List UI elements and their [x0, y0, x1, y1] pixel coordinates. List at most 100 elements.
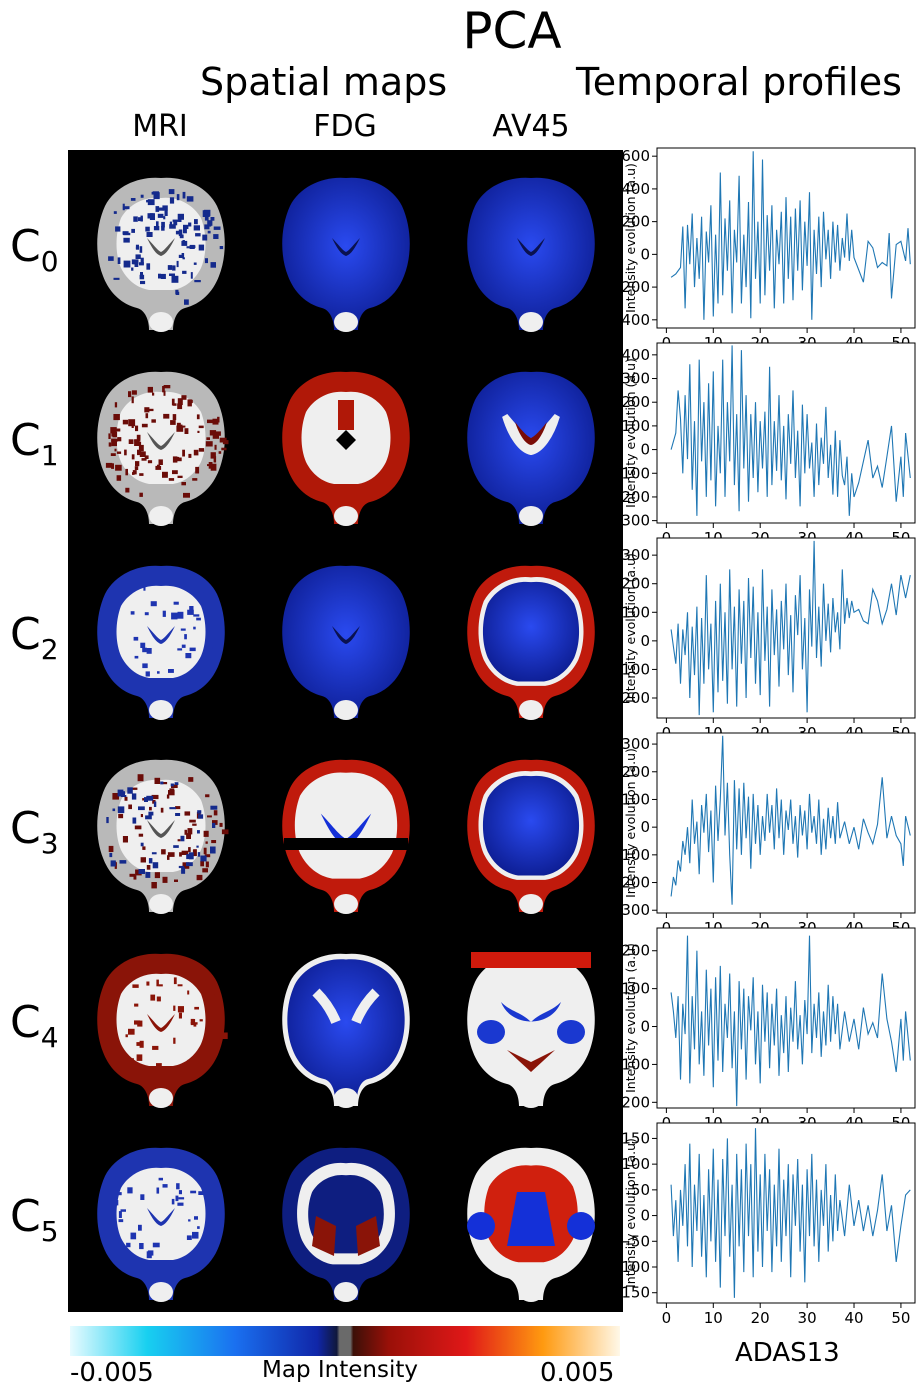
brain-map-c3-mri [97, 759, 229, 914]
y-axis-label: Intensity evolution (a.u) [623, 748, 638, 898]
y-tick-label: −100 [622, 464, 650, 482]
y-axis-label: Intensity evolution (a.u) [623, 358, 638, 508]
y-tick-label: −200 [622, 278, 650, 296]
plot-frame [656, 147, 916, 329]
brain-map-c0-mri [97, 177, 225, 332]
modality-header-mri: MRI [132, 109, 188, 144]
y-tick-label: −200 [622, 1093, 650, 1111]
temporal-profile-plots: −400−200020040060001020304050Intensity e… [622, 147, 916, 1325]
y-tick-label: 0 [640, 245, 650, 263]
y-axis-label: Intensity evolution (a.u) [623, 943, 638, 1093]
brain-map-c2-mri [97, 565, 225, 720]
y-tick-label: −200 [622, 488, 650, 506]
brain-map-c2-fdg [282, 565, 410, 720]
temporal-profile-c2: −200−100010020030001020304050Intensity e… [622, 537, 916, 742]
y-axis-label: Intensity evolution (a.u) [623, 1138, 638, 1288]
modality-header-fdg: FDG [313, 109, 377, 144]
x-tick-label: 20 [751, 1309, 770, 1325]
y-tick-label: −300 [622, 901, 650, 919]
brain-maps-svg [97, 177, 595, 1302]
modality-header-av45: AV45 [492, 109, 570, 144]
y-tick-label: 0 [640, 632, 650, 650]
y-tick-label: −100 [622, 846, 650, 864]
colorbar-max-label: 0.005 [540, 1358, 615, 1388]
brain-map-c5-av45 [467, 1147, 595, 1302]
y-tick-label: 300 [622, 370, 650, 388]
y-tick-label: −100 [622, 1258, 650, 1276]
y-tick-label: 300 [622, 735, 650, 753]
y-tick-label: 150 [622, 1129, 650, 1147]
profile-line-c4 [670, 935, 911, 1107]
temporal-profile-c5: −150−100−5005010015001020304050Intensity… [622, 1122, 916, 1325]
x-tick-label: 0 [662, 1309, 672, 1325]
y-tick-label: −150 [622, 1284, 650, 1302]
brain-map-c5-mri [97, 1147, 225, 1302]
brain-map-c0-fdg [282, 177, 410, 332]
x-tick-label: 30 [798, 1309, 817, 1325]
y-tick-label: 100 [622, 417, 650, 435]
y-tick-label: 300 [622, 546, 650, 564]
component-label-c2: C2 [10, 609, 59, 666]
brain-map-c1-fdg [282, 371, 410, 526]
profile-line-c5 [670, 1128, 911, 1298]
brain-map-c1-mri [97, 371, 229, 526]
y-tick-label: 0 [640, 1207, 650, 1225]
temporal-profile-c0: −400−200020040060001020304050Intensity e… [622, 147, 916, 352]
y-tick-label: 50 [631, 1181, 650, 1199]
brain-map-c4-mri [97, 953, 228, 1108]
y-tick-label: −200 [622, 874, 650, 892]
temporal-profile-c3: −300−200−100010020030001020304050Intensi… [622, 732, 916, 937]
profile-line-c2 [670, 540, 911, 716]
y-tick-label: 100 [622, 980, 650, 998]
colorbar-min-label: -0.005 [70, 1358, 154, 1388]
y-tick-label: 100 [622, 1155, 650, 1173]
colorbar-label: Map Intensity [262, 1357, 418, 1383]
spatial-maps-header: Spatial maps [200, 60, 448, 104]
y-tick-label: −200 [622, 689, 650, 707]
y-tick-label: 200 [622, 393, 650, 411]
brain-map-c3-av45 [467, 759, 595, 914]
component-label-c4: C4 [10, 997, 59, 1054]
y-tick-label: 200 [622, 213, 650, 231]
plot-frame [656, 1122, 916, 1304]
y-tick-label: −100 [622, 1055, 650, 1073]
x-tick-label: 40 [844, 1309, 863, 1325]
plot-frame [656, 732, 916, 914]
component-label-c5: C5 [10, 1191, 59, 1248]
component-label-c0: C0 [10, 221, 59, 278]
temporal-profile-c4: −200−100010020001020304050Intensity evol… [622, 927, 916, 1132]
y-tick-label: −50 [622, 1232, 650, 1250]
temporal-profile-c1: −300−200−100010020030040001020304050Inte… [622, 342, 916, 547]
y-tick-label: 100 [622, 790, 650, 808]
y-tick-label: −300 [622, 512, 650, 530]
brain-map-c4-fdg [282, 953, 410, 1108]
spatial-maps-panel [68, 150, 623, 1312]
brain-map-c4-av45 [467, 952, 595, 1108]
y-tick-label: 400 [622, 346, 650, 364]
brain-map-c5-fdg [282, 1147, 410, 1302]
y-tick-label: −100 [622, 660, 650, 678]
y-tick-label: 600 [622, 147, 650, 165]
figure-title: PCA [462, 2, 562, 60]
y-axis-label: Intensity evolution (a.u) [623, 553, 638, 703]
profile-line-c0 [670, 151, 911, 320]
y-tick-label: 200 [622, 575, 650, 593]
profile-line-c1 [670, 345, 911, 516]
y-tick-label: 200 [622, 763, 650, 781]
y-tick-label: 400 [622, 180, 650, 198]
x-tick-label: 10 [704, 1309, 723, 1325]
brain-map-c3-fdg [282, 759, 410, 914]
brain-map-c2-av45 [467, 565, 595, 720]
brain-map-c1-av45 [467, 371, 595, 526]
component-label-c1: C1 [10, 415, 59, 472]
plot-frame [656, 927, 916, 1109]
profile-line-c3 [670, 735, 911, 905]
brain-map-c0-av45 [467, 177, 595, 332]
x-axis-label: ADAS13 [735, 1338, 840, 1368]
y-tick-label: 100 [622, 603, 650, 621]
y-axis-label: Intensity evolution (a.u) [623, 163, 638, 313]
y-tick-label: 0 [640, 818, 650, 836]
x-tick-label: 50 [891, 1309, 910, 1325]
component-label-c3: C3 [10, 803, 59, 860]
y-tick-label: 200 [622, 942, 650, 960]
